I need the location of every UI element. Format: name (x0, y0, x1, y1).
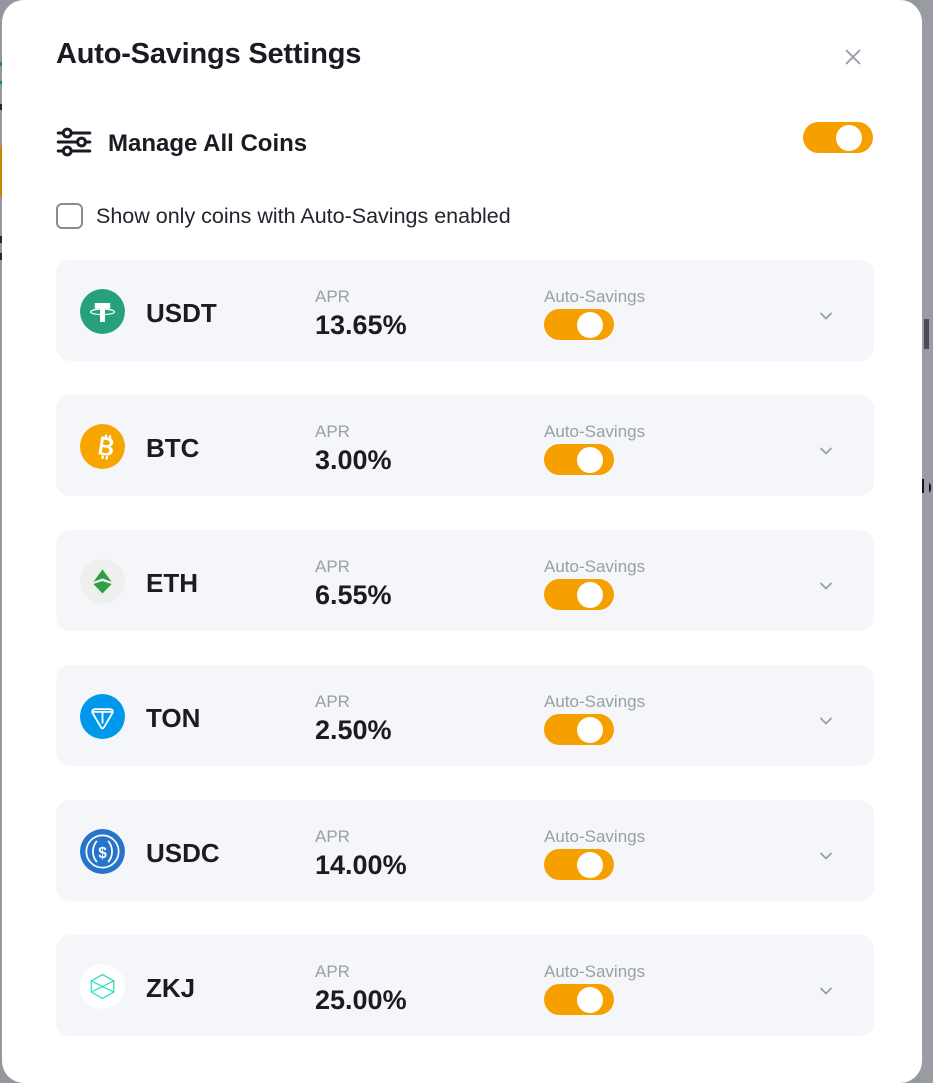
svg-text:$: $ (98, 845, 107, 862)
